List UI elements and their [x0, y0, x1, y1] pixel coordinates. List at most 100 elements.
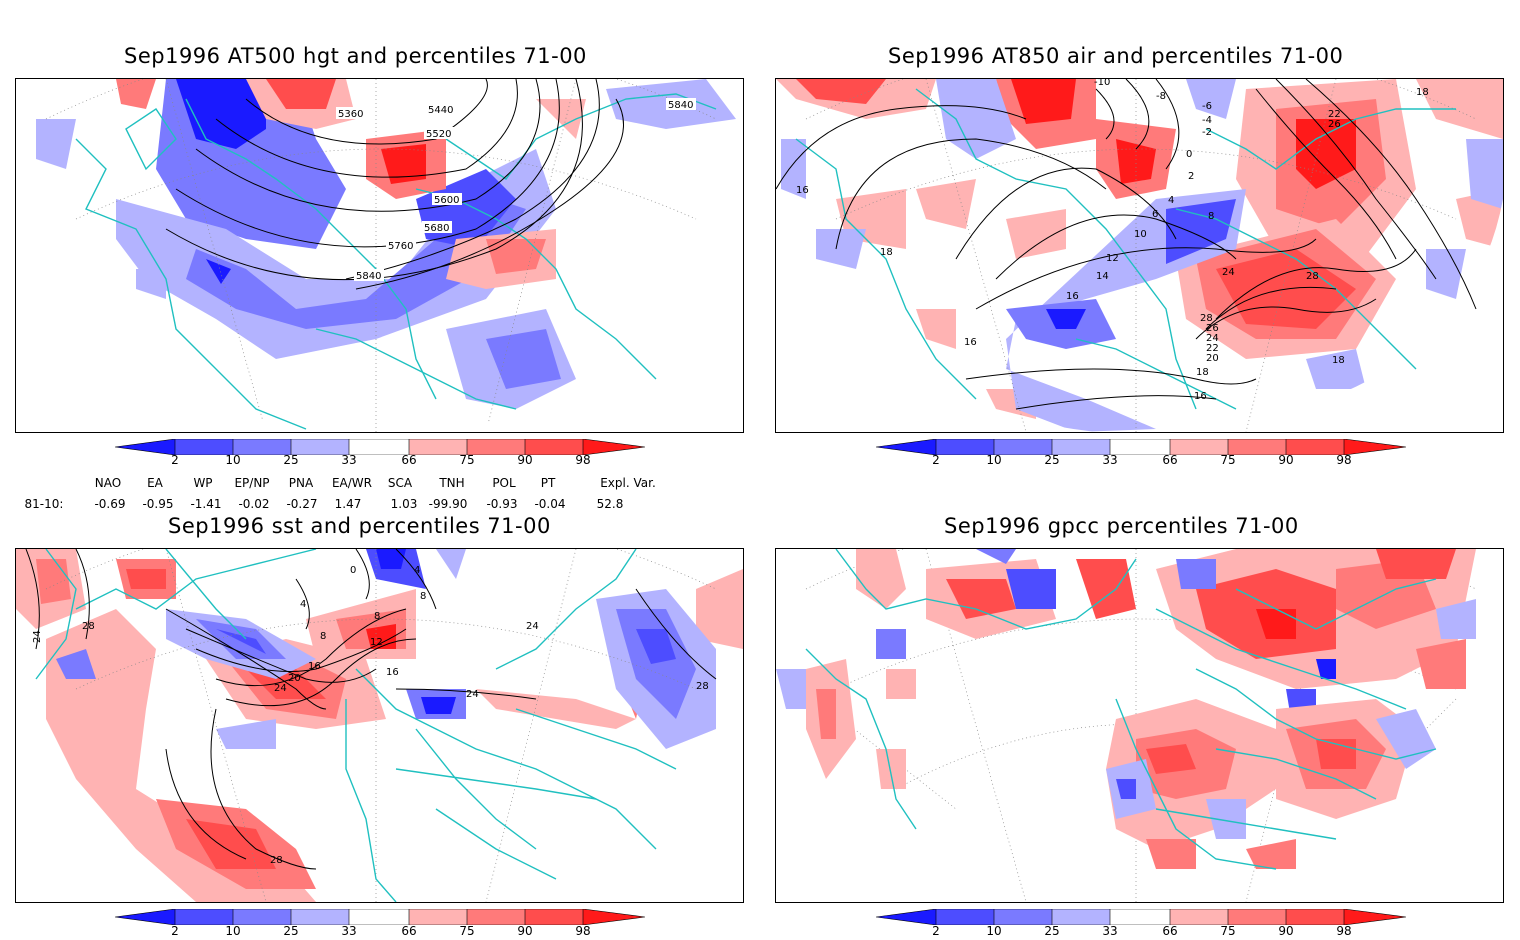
colorbar-label: 66: [1162, 924, 1178, 938]
contour-label: 5520: [426, 129, 451, 140]
contour-label: 28: [1306, 271, 1319, 282]
tc-header: POL: [492, 476, 516, 490]
colorbar-label: 75: [459, 453, 475, 467]
colorbar-label: 75: [1220, 924, 1236, 938]
temperature-contours: [776, 79, 1477, 410]
colorbar-label: 98: [575, 924, 591, 938]
colorbar-label: 25: [1044, 453, 1060, 467]
coastlines: [75, 93, 717, 430]
negative-anomaly-shading: [56, 549, 716, 749]
tc-value: 1.03: [390, 497, 418, 511]
contour-label: 28: [1200, 313, 1213, 324]
contour-label: 2: [1188, 171, 1194, 182]
tc-header: EA/WR: [331, 476, 373, 490]
panel-3-title: Sep1996 sst and percentiles 71-00: [168, 514, 551, 538]
tc-header: WP: [193, 476, 213, 490]
colorbar-label: 2: [932, 453, 940, 467]
graticule: [45, 79, 717, 432]
colorbar-label: 98: [1336, 924, 1352, 938]
contour-label: 16: [796, 185, 809, 196]
contour-label: -2: [1202, 127, 1212, 138]
tc-header: EA: [147, 476, 163, 490]
tc-value: -1.41: [190, 497, 222, 511]
contour-labels: 5360 5440 5520 5600 5680 5760 5840 5840: [336, 98, 696, 282]
contour-label: 28: [696, 681, 709, 692]
map-panel-gpcc: [775, 548, 1504, 903]
contour-label: 24: [274, 683, 287, 694]
contour-label: 18: [1332, 355, 1345, 366]
contour-label: 18: [880, 247, 893, 258]
contour-label: 20: [1206, 353, 1219, 364]
contour-label: 5760: [388, 241, 413, 252]
contour-label: 18: [1196, 367, 1209, 378]
contour-label: -4: [1202, 115, 1212, 126]
colorbar-label: 10: [986, 924, 1002, 938]
colorbar-label: 33: [341, 924, 357, 938]
colorbar-label: 33: [341, 453, 357, 467]
tc-header: PT: [540, 476, 556, 490]
tc-value: -0.02: [238, 497, 270, 511]
coastlines-borders: [35, 549, 677, 902]
contour-label: -8: [1156, 91, 1166, 102]
colorbar-label: 10: [986, 453, 1002, 467]
colorbar-label: 90: [517, 453, 533, 467]
tc-header: PNA: [288, 476, 314, 490]
contour-label: 24: [526, 621, 539, 632]
contour-label: 26: [1328, 119, 1341, 130]
contour-label: 5600: [434, 195, 459, 206]
positive-anomaly-shading: [116, 79, 586, 289]
contour-label: 8: [320, 631, 326, 642]
panel-1-title: Sep1996 AT500 hgt and percentiles 71-00: [124, 44, 587, 68]
contour-labels: -10 -8 -6 -4 -2 0 2 4 6 8 10 12 14 16 16…: [796, 79, 1429, 402]
contour-label: 12: [1106, 253, 1119, 264]
contour-label: 16: [1066, 291, 1079, 302]
tc-header: TNH: [439, 476, 465, 490]
tc-header: NAO: [94, 476, 122, 490]
contour-label: 24: [466, 689, 479, 700]
tc-value: 1.47: [334, 497, 362, 511]
contour-label: 0: [1186, 149, 1192, 160]
colorbar-label: 98: [575, 453, 591, 467]
tc-value: -0.93: [486, 497, 518, 511]
contour-label: 20: [288, 673, 301, 684]
contour-label: 28: [270, 855, 283, 866]
colorbar-label: 10: [225, 453, 241, 467]
tc-value: -0.95: [142, 497, 174, 511]
sst-contours: [25, 549, 717, 870]
contour-label: 28: [82, 621, 95, 632]
contour-label: 5360: [338, 109, 363, 120]
contour-label: 5440: [428, 105, 453, 116]
colorbar-label: 25: [283, 924, 299, 938]
colorbar-label: 75: [1220, 453, 1236, 467]
contour-label: 0: [350, 565, 356, 576]
tc-header: EP/NP: [234, 476, 270, 490]
contour-label: 5840: [356, 271, 381, 282]
colorbar-label: 25: [283, 453, 299, 467]
colorbar-top-left: 2 10 25 33 66 75 90 98: [114, 438, 646, 473]
colorbar-label: 75: [459, 924, 475, 938]
colorbar-label: 2: [171, 924, 179, 938]
contour-label: 26: [1206, 323, 1219, 334]
colorbar-label: 25: [1044, 924, 1060, 938]
contour-label: 5840: [668, 100, 693, 111]
contour-label: -6: [1202, 101, 1212, 112]
tc-value: 52.8: [596, 497, 624, 511]
precip-anomaly-patches: [776, 549, 1476, 869]
colorbar-label: 98: [1336, 453, 1352, 467]
map-panel-z500: 5360 5440 5520 5600 5680 5760 5840 5840: [15, 78, 744, 433]
contour-label: 22: [1206, 343, 1219, 354]
colorbar-label: 90: [517, 924, 533, 938]
colorbar-label: 10: [225, 924, 241, 938]
panel-2-title: Sep1996 AT850 air and percentiles 71-00: [888, 44, 1344, 68]
contour-label: 4: [300, 599, 306, 610]
contour-labels: 24 28 4 8 8 12 16 20 24 16 24 24 28 28 0…: [32, 565, 709, 866]
contour-label: 6: [1152, 209, 1158, 220]
tc-header: SCA: [387, 476, 413, 490]
tc-header: Expl. Var.: [600, 476, 656, 490]
contour-label: 24: [32, 630, 43, 643]
contour-label: 18: [1416, 87, 1429, 98]
contour-label: 4: [1168, 195, 1174, 206]
contour-label: 8: [420, 591, 426, 602]
colorbar-label: 90: [1278, 924, 1294, 938]
map-panel-sst: 24 28 4 8 8 12 16 20 24 16 24 24 28 28 0…: [15, 548, 744, 903]
